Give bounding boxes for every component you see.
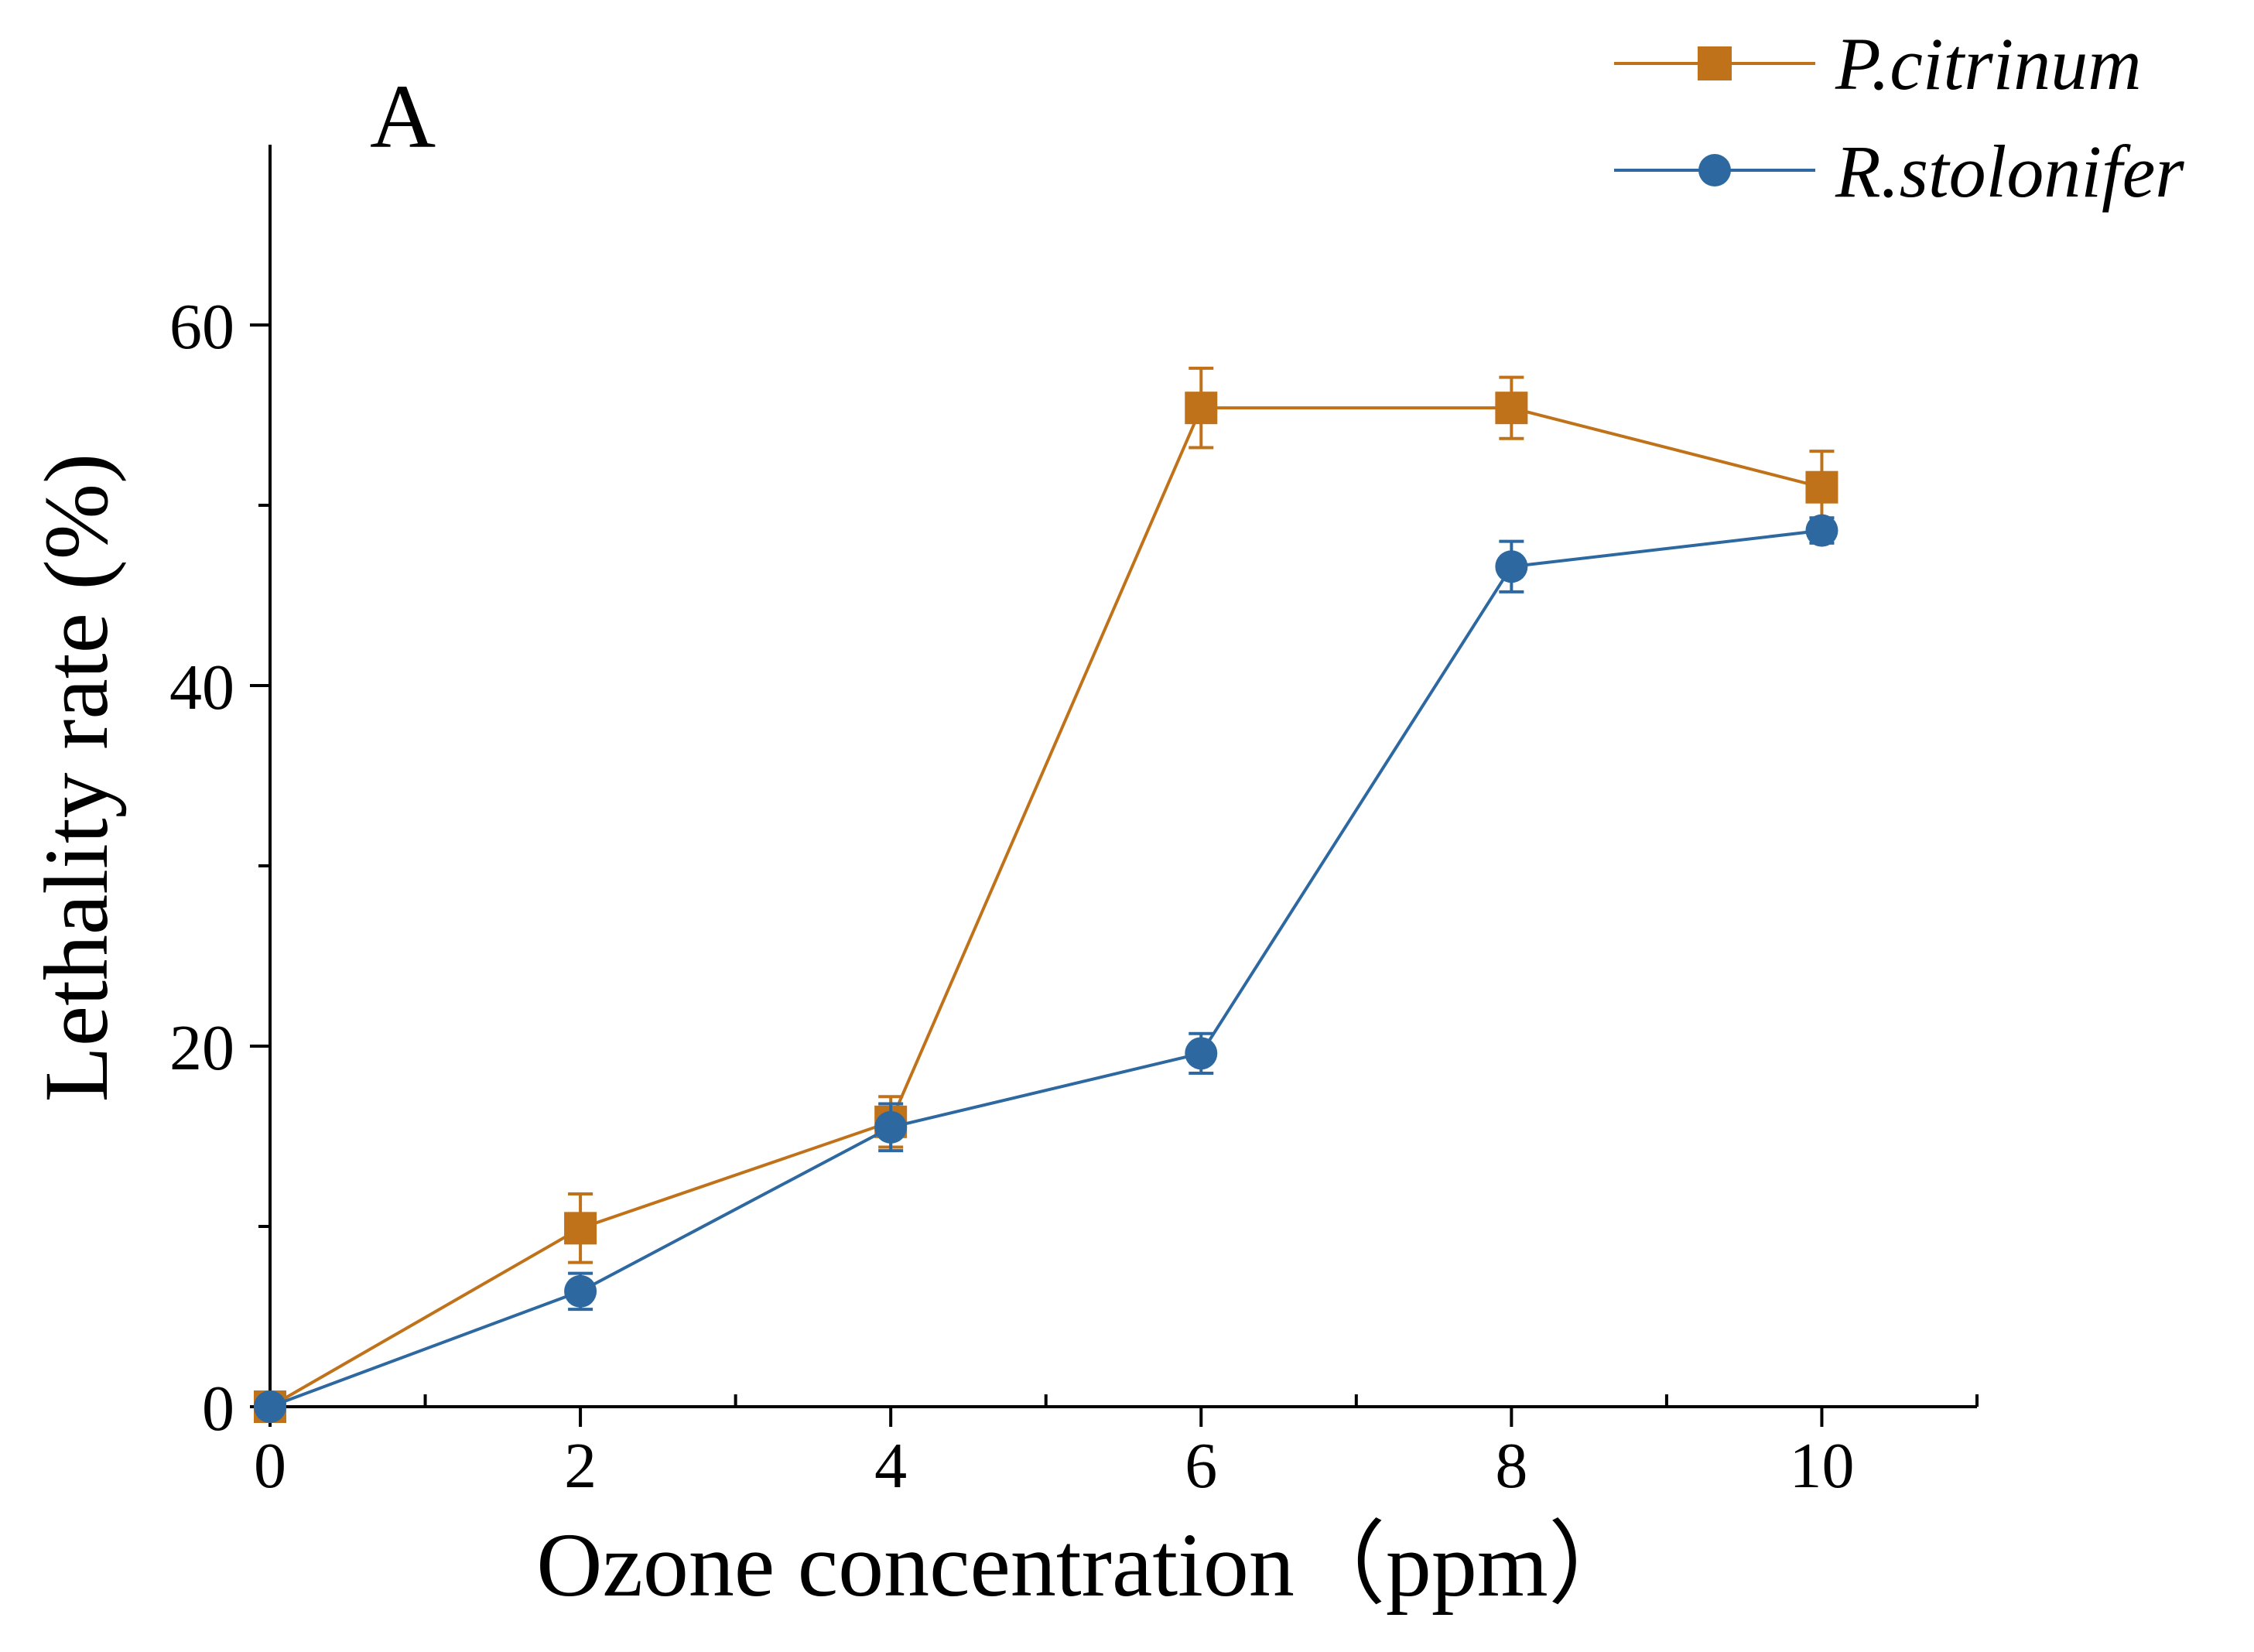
plot-area: 0 2 4 6 8 10 0 20 40 60 [169,145,1979,1502]
x-axis-title: Ozone concentration（ppm） [536,1514,1639,1616]
x-tick-label: 10 [1789,1430,1854,1502]
data-point [1185,1037,1218,1070]
x-tick-label: 8 [1495,1430,1527,1502]
data-point [1805,514,1838,547]
legend-label-p-citrinum: P.citrinum [1835,22,2142,105]
data-point [564,1274,597,1308]
panel-label: A [370,66,436,167]
data-point [254,1390,286,1423]
legend-marker-circle [1698,154,1731,186]
x-tick-label: 4 [874,1430,907,1502]
legend-item-p-citrinum: P.citrinum [1614,22,2142,105]
y-tick-label: 40 [169,652,234,723]
series-line [269,406,1822,1408]
legend-label-r-stolonifer: R.stolonifer [1835,130,2184,213]
y-tick-label: 0 [202,1373,234,1445]
legend-marker-square [1698,46,1732,80]
series-line [269,528,1822,1408]
series-r-stolonifer [254,514,1838,1423]
y-tick-label: 20 [169,1012,234,1084]
x-tick-label: 0 [254,1430,286,1502]
x-tick-label: 6 [1185,1430,1217,1502]
series-p-citrinum [254,366,1838,1423]
data-point [1495,392,1528,425]
legend: P.citrinum R.stolonifer [1614,22,2184,213]
data-point [874,1110,908,1144]
y-tick-label: 60 [169,291,234,363]
data-point [1495,550,1528,583]
x-tick-label: 2 [564,1430,597,1502]
data-point [564,1212,597,1245]
data-point [1805,470,1838,504]
legend-item-r-stolonifer: R.stolonifer [1614,130,2184,213]
data-point [1185,392,1218,425]
y-axis-title: Lethality rate (%) [26,453,127,1103]
